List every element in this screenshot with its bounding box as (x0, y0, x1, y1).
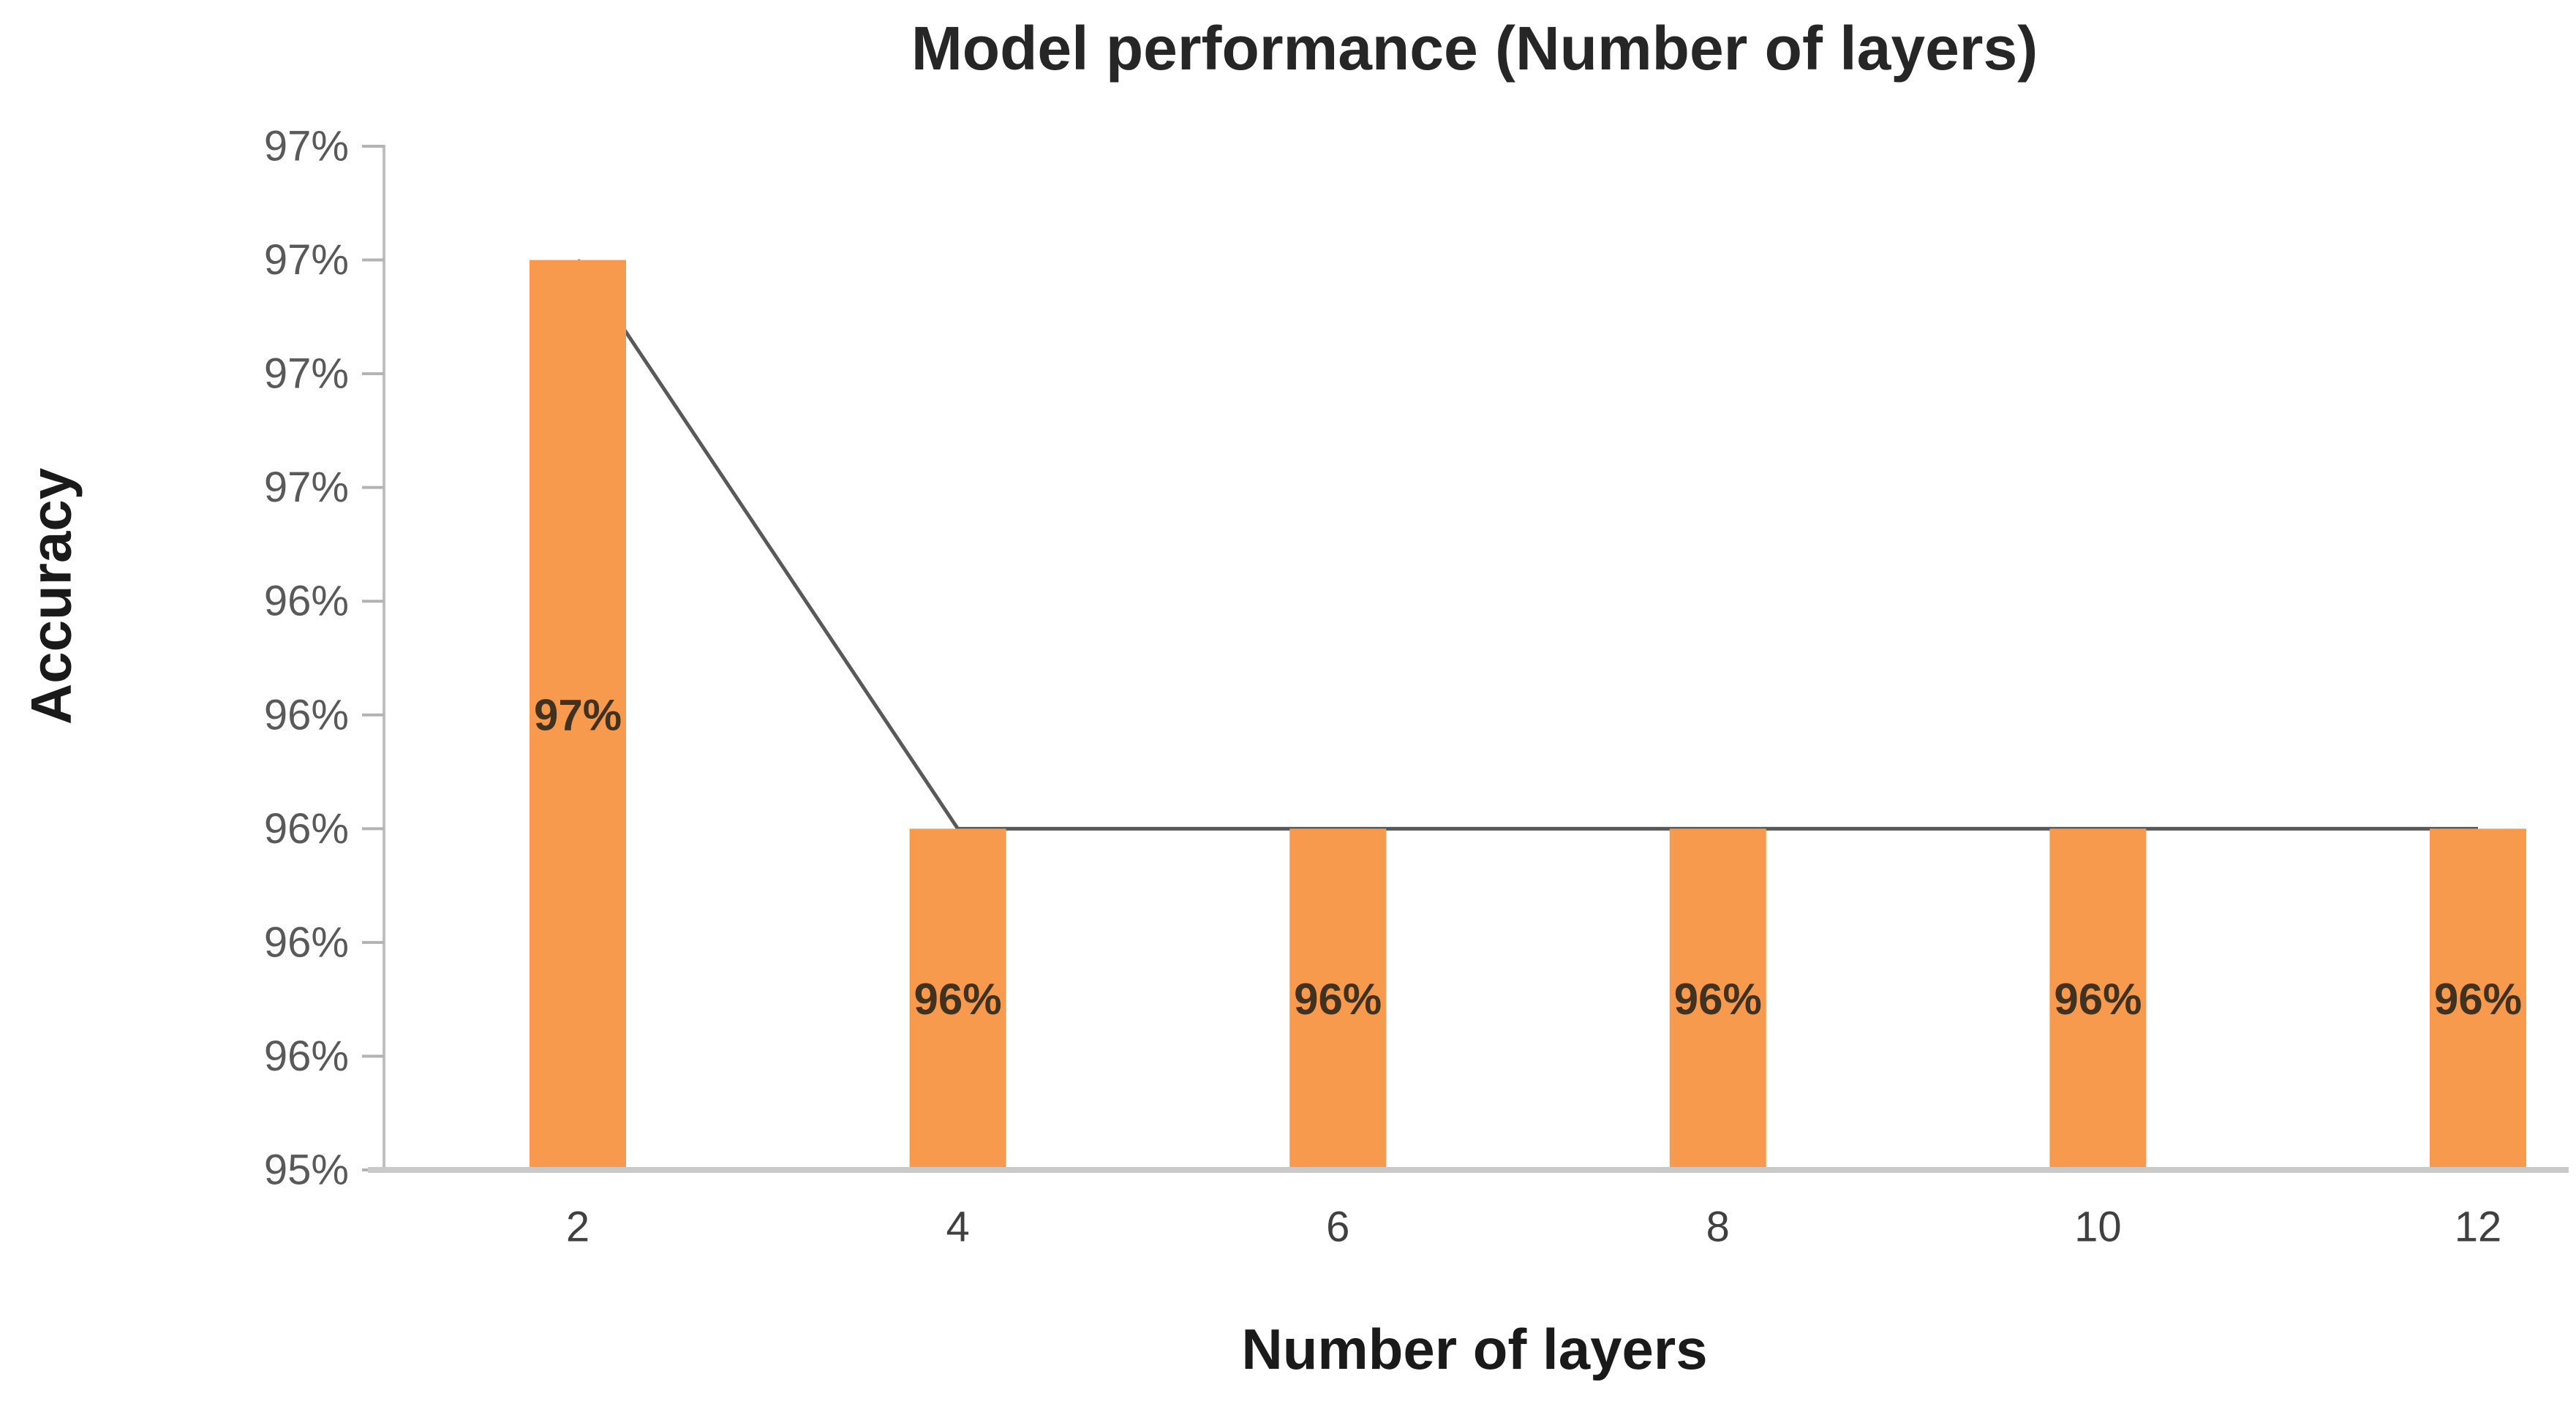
bar-label-4: 96% (914, 975, 1002, 1024)
bar-label-10: 96% (2054, 975, 2142, 1024)
x-tick-label-12: 12 (2455, 1204, 2502, 1251)
x-tick-label-10: 10 (2074, 1204, 2122, 1251)
y-tick-label: 96% (264, 1032, 349, 1080)
chart-title: Model performance (Number of layers) (911, 14, 2038, 83)
y-tick-label: 97% (264, 464, 349, 511)
bar-label-8: 96% (1674, 975, 1762, 1024)
bar-4 (909, 828, 1006, 1170)
bar-2 (530, 260, 626, 1170)
x-tick-label-2: 2 (566, 1204, 590, 1251)
y-tick-label: 95% (264, 1147, 349, 1194)
y-tick-label: 96% (264, 691, 349, 739)
y-tick-label: 97% (264, 236, 349, 284)
x-tick-label-8: 8 (1706, 1204, 1730, 1251)
y-tick-label: 97% (264, 123, 349, 170)
bar-6 (1289, 828, 1387, 1170)
bar-12 (2430, 828, 2526, 1170)
bar-label-12: 96% (2434, 975, 2522, 1024)
y-tick-label: 96% (264, 578, 349, 625)
x-tick-label-4: 4 (946, 1204, 969, 1251)
x-tick-label-6: 6 (1326, 1204, 1349, 1251)
bar-10 (2049, 828, 2147, 1170)
bar-label-6: 96% (1294, 975, 1382, 1024)
bar-label-2: 97% (534, 690, 622, 739)
y-tick-label: 97% (264, 350, 349, 398)
trend-line (576, 259, 2478, 831)
y-tick-label: 96% (264, 918, 349, 966)
y-tick-label: 96% (264, 805, 349, 853)
x-axis-title: Number of layers (1241, 1317, 1708, 1381)
bar-8 (1669, 828, 1766, 1170)
